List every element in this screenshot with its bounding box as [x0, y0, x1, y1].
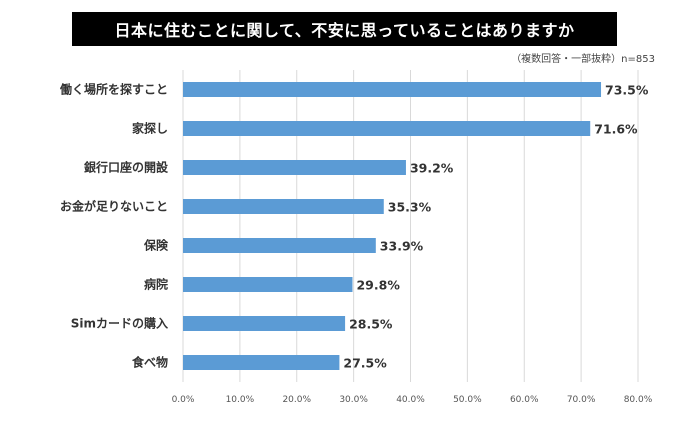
x-tick-label: 20.0%	[282, 395, 311, 405]
bar	[183, 199, 384, 214]
x-tick-label: 40.0%	[396, 395, 425, 405]
value-label: 39.2%	[410, 161, 454, 176]
value-label: 73.5%	[605, 83, 649, 98]
value-label: 71.6%	[594, 122, 638, 137]
category-label: Simカードの購入	[71, 316, 168, 331]
category-label: 病院	[144, 277, 168, 292]
x-tick-label: 80.0%	[624, 395, 653, 405]
x-tick-label: 50.0%	[453, 395, 482, 405]
x-tick-label: 70.0%	[567, 395, 596, 405]
value-label: 28.5%	[349, 317, 393, 332]
value-label: 35.3%	[388, 200, 432, 215]
category-label: 家探し	[132, 121, 168, 136]
value-label: 33.9%	[380, 239, 424, 254]
category-label: お金が足りないこと	[60, 199, 168, 214]
bar	[183, 316, 346, 331]
bar	[183, 355, 340, 370]
category-label: 銀行口座の開設	[83, 160, 169, 175]
category-label: 働く場所を探すこと	[59, 82, 168, 97]
x-tick-label: 0.0%	[172, 395, 195, 405]
bar	[183, 82, 602, 97]
chart-subtitle: （複数回答・一部抜粋）n=853	[511, 54, 655, 65]
category-label: 保険	[143, 238, 169, 253]
value-label: 27.5%	[343, 356, 387, 371]
x-tick-label: 60.0%	[510, 395, 539, 405]
bar	[183, 160, 406, 175]
category-label: 食べ物	[131, 355, 168, 370]
x-tick-label: 30.0%	[339, 395, 368, 405]
bar	[183, 121, 591, 136]
bar	[183, 238, 376, 253]
chart-title: 日本に住むことに関して、不安に思っていることはありますか	[72, 12, 617, 46]
x-tick-label: 10.0%	[226, 395, 255, 405]
bar	[183, 277, 353, 292]
value-label: 29.8%	[356, 278, 400, 293]
